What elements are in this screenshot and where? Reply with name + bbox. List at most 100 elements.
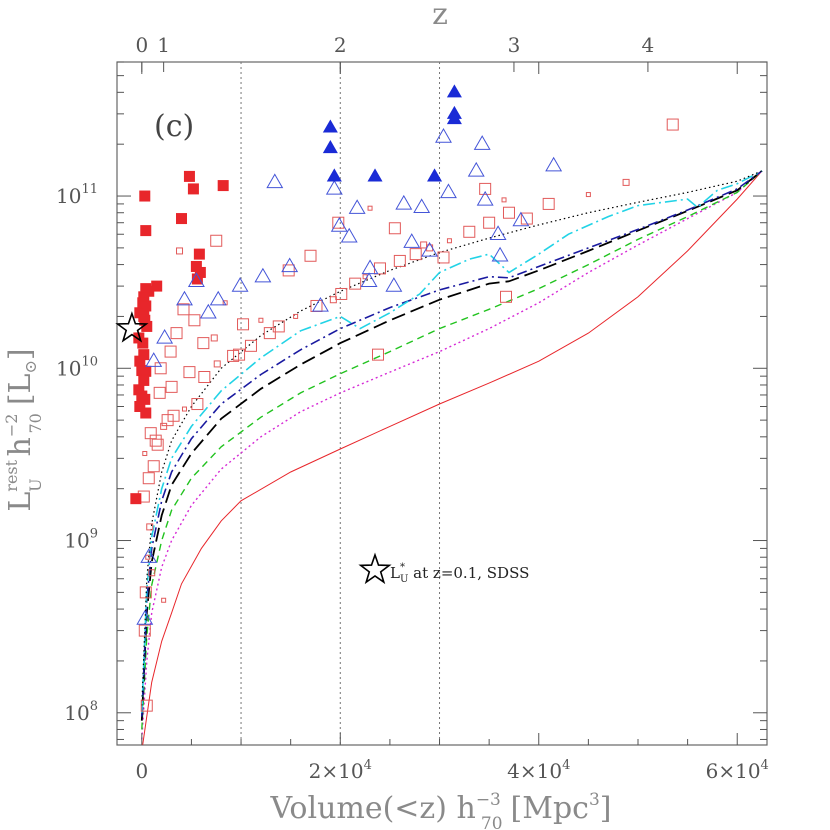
red-open-square: [622, 178, 630, 186]
red-filled-square: [187, 183, 199, 195]
blue-open-triangle: [413, 198, 431, 214]
red-open-square: [213, 360, 221, 368]
red-open-square: [138, 624, 151, 637]
red-open-square: [437, 251, 450, 264]
x-tick-label: 2×104: [309, 758, 372, 783]
red-open-square: [139, 586, 152, 599]
x-tick-label: 0: [135, 759, 148, 783]
blue-open-triangle: [199, 303, 217, 319]
red-filled-square: [191, 273, 203, 285]
red-open-square: [177, 303, 190, 316]
red-open-square: [502, 206, 515, 219]
y-axis-title-close: ]: [3, 348, 38, 360]
red-open-square: [142, 451, 148, 457]
blue-open-triangle: [136, 610, 154, 625]
red-open-square: [332, 216, 345, 229]
y-tick-label-sup: 8: [90, 699, 98, 714]
blue-open-triangle: [489, 225, 507, 240]
blue-open-triangle: [385, 277, 403, 292]
blue-open-triangle: [361, 259, 379, 275]
red-filled-square: [130, 493, 142, 505]
top-z-tick-label: 2: [334, 33, 347, 57]
axis-ticks: [117, 61, 767, 745]
red-filled-square: [138, 374, 150, 386]
red-open-square: [160, 422, 168, 430]
blue-open-triangle: [281, 257, 299, 273]
x-axis-title-sub: 70: [481, 814, 503, 830]
blue-open-triangle: [545, 156, 563, 172]
blue-open-triangle: [421, 241, 439, 257]
red-open-square: [463, 225, 476, 238]
red-open-square: [149, 434, 162, 447]
blue-open-triangle: [348, 199, 366, 214]
red-open-square: [151, 438, 164, 451]
legend-star-icon: [358, 552, 392, 585]
x-tick-label-base: 6×10: [706, 759, 761, 783]
red-open-square: [244, 339, 257, 352]
red-open-square: [272, 320, 285, 333]
y-tick-label-base: 10: [64, 701, 89, 725]
legend-text-sub: U: [400, 574, 408, 585]
x-tick-label-base: 4×10: [507, 759, 562, 783]
red-open-square: [197, 337, 210, 350]
y-tick-label: 108: [64, 699, 98, 725]
red-open-square: [420, 241, 428, 249]
x-axis-title-sup: −3: [476, 790, 501, 810]
blue-filled-triangle: [446, 111, 462, 125]
x-axis-title-main: Volume(<z) h: [270, 791, 476, 826]
x-axis-title-close: ]: [600, 791, 612, 826]
blue-open-triangle: [156, 328, 174, 344]
red-open-square: [140, 699, 153, 712]
red-open-square: [165, 380, 178, 393]
red-open-square: [263, 327, 276, 340]
data-points: [130, 84, 679, 712]
y-tick-label: 1010: [56, 354, 98, 380]
blue-open-triangle: [266, 173, 284, 189]
blue-open-triangle: [209, 290, 227, 306]
y-tick-label-sup: 9: [90, 527, 98, 542]
red-open-square: [666, 118, 679, 131]
y-tick-label-base: 10: [56, 184, 81, 208]
plot-frame: [116, 61, 768, 746]
y-tick-label-base: 10: [64, 529, 89, 553]
y-tick-label-sup: 10: [81, 354, 98, 369]
red-open-square: [237, 318, 250, 331]
blue-open-triangle: [403, 233, 421, 248]
curve-black-dotted: [141, 170, 763, 706]
red-open-square: [210, 334, 218, 342]
red-filled-square: [193, 248, 205, 260]
red-filled-square: [134, 400, 146, 412]
red-open-square: [164, 345, 177, 358]
red-open-square: [161, 597, 167, 603]
y-axis-title-sub: U: [26, 478, 45, 491]
top-axis-title: z: [432, 0, 448, 32]
blue-open-triangle: [439, 183, 457, 199]
blue-filled-triangle: [367, 168, 383, 182]
red-open-square: [183, 366, 196, 379]
red-open-square: [585, 192, 591, 198]
x-tick-label-sup: 4: [364, 758, 372, 773]
y-axis-title: Lrest Uh−2 70 [L⊙]: [2, 348, 45, 511]
redshift-guide-lines: [240, 62, 441, 745]
red-filled-square: [137, 337, 149, 349]
curve-navy-dashdot: [141, 170, 763, 717]
blue-open-triangle: [254, 267, 272, 283]
red-open-square: [388, 222, 401, 235]
blue-open-triangle: [330, 216, 348, 232]
red-open-square: [520, 212, 533, 225]
y-axis-title-h-sup: −2: [2, 414, 21, 438]
red-open-square: [446, 238, 452, 244]
red-open-square: [500, 290, 513, 303]
red-open-square: [154, 362, 167, 375]
red-open-square: [349, 277, 362, 290]
blue-open-triangle: [231, 277, 249, 292]
red-filled-square: [140, 365, 152, 377]
red-open-square: [233, 348, 246, 361]
blue-open-triangle: [435, 128, 452, 143]
legend-text-sup: *: [400, 562, 405, 573]
red-open-square: [393, 254, 406, 267]
red-open-square: [304, 249, 317, 262]
blue-open-triangle: [491, 246, 509, 262]
